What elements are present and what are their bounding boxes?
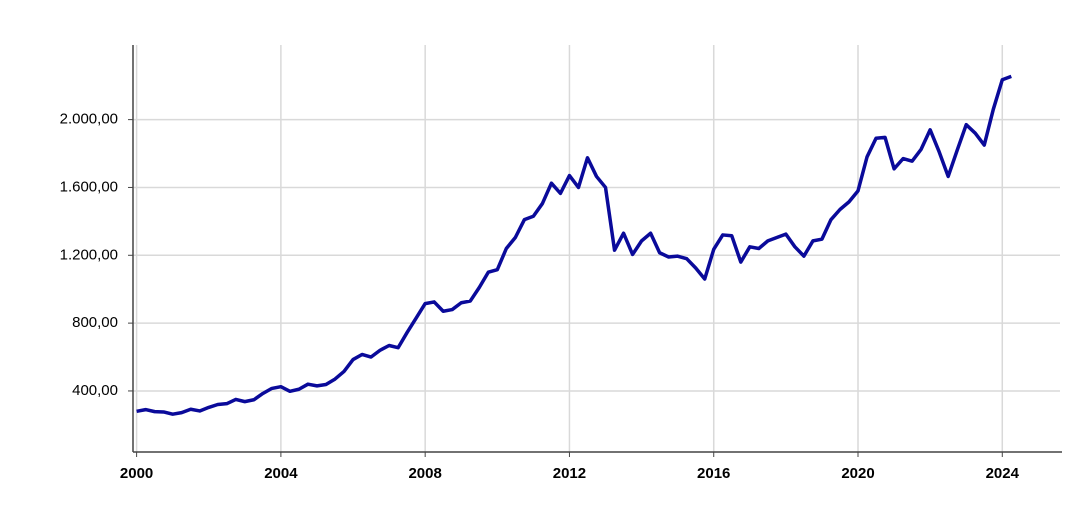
x-tick-label: 2000 bbox=[120, 465, 153, 482]
x-tick-label: 2004 bbox=[264, 465, 298, 482]
y-tick-label: 1.600,00 bbox=[60, 178, 118, 195]
line bbox=[136, 74, 1012, 416]
x-tick-label: 2024 bbox=[986, 465, 1020, 482]
y-tick-label: 1.200,00 bbox=[60, 246, 118, 263]
y-tick-label: 400,00 bbox=[72, 382, 118, 399]
y-tick-label: 800,00 bbox=[72, 314, 118, 331]
x-tick-label: 2016 bbox=[697, 465, 730, 482]
x-tick-label: 2008 bbox=[408, 465, 441, 482]
x-tick-label: 2012 bbox=[553, 465, 586, 482]
x-tick-label: 2020 bbox=[841, 465, 874, 482]
y-tick-label: 2.000,00 bbox=[60, 111, 118, 128]
